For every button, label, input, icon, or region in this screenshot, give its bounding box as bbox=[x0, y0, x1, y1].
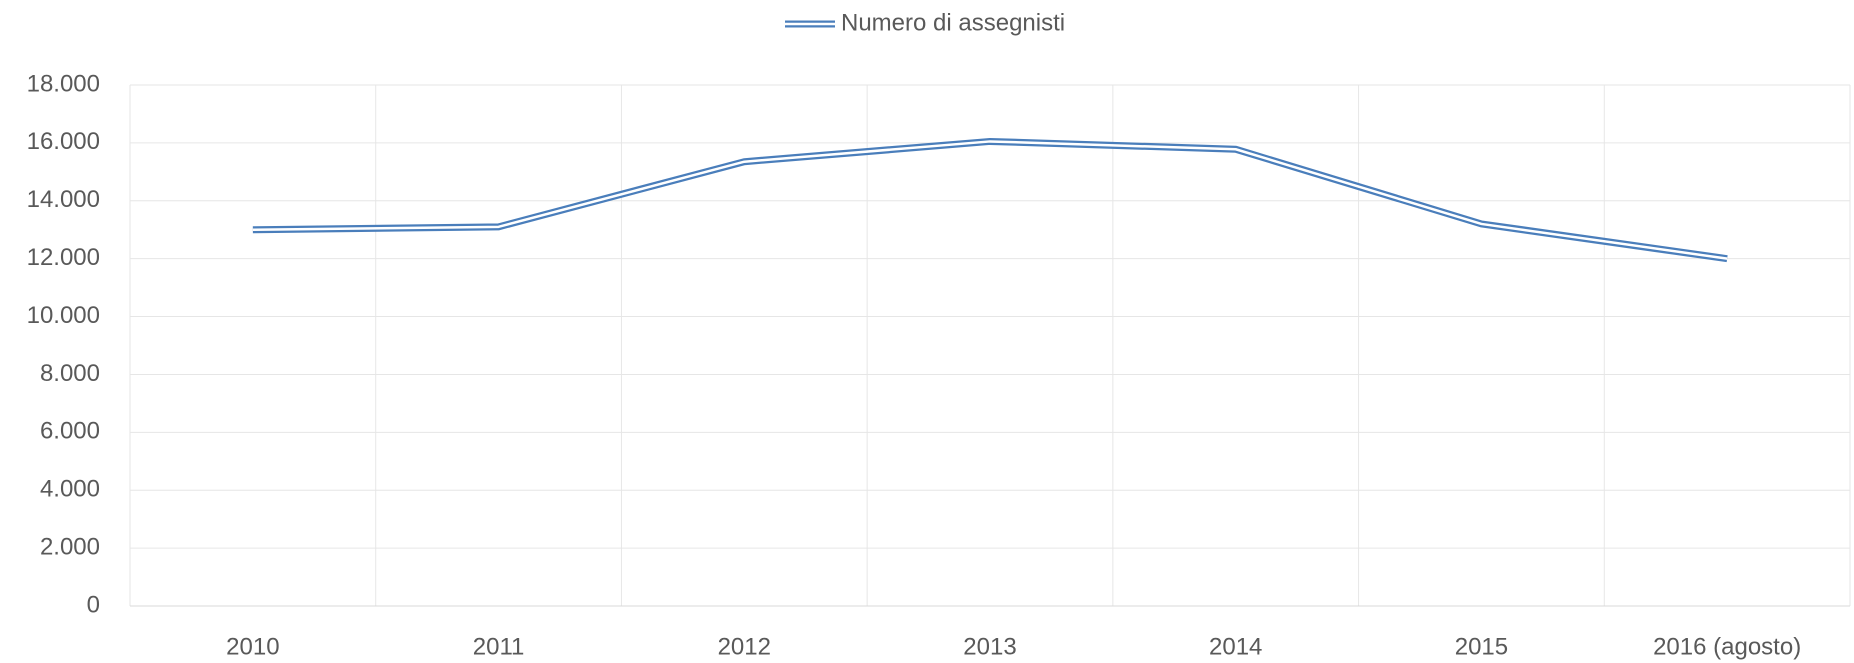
series-line-inner bbox=[252, 140, 1728, 260]
y-tick-label: 2.000 bbox=[40, 533, 100, 560]
x-tick-label: 2015 bbox=[1455, 633, 1508, 660]
y-tick-label: 6.000 bbox=[40, 418, 100, 445]
y-tick-label: 0 bbox=[87, 591, 100, 618]
y-tick-label: 18.000 bbox=[27, 70, 100, 97]
series-line bbox=[252, 137, 1728, 263]
y-tick-label: 16.000 bbox=[27, 128, 100, 155]
x-tick-label: 2012 bbox=[718, 633, 771, 660]
y-tick-label: 10.000 bbox=[27, 302, 100, 329]
x-tick-label: 2011 bbox=[473, 633, 525, 660]
y-tick-label: 14.000 bbox=[27, 186, 100, 213]
legend-label: Numero di assegnisti bbox=[841, 9, 1065, 36]
y-tick-label: 4.000 bbox=[40, 476, 100, 503]
x-tick-label: 2014 bbox=[1209, 633, 1262, 660]
x-tick-label: 2016 (agosto) bbox=[1653, 633, 1801, 660]
x-tick-label: 2013 bbox=[963, 633, 1016, 660]
y-tick-label: 12.000 bbox=[27, 244, 100, 271]
x-tick-label: 2010 bbox=[226, 633, 279, 660]
y-tick-label: 8.000 bbox=[40, 360, 100, 387]
